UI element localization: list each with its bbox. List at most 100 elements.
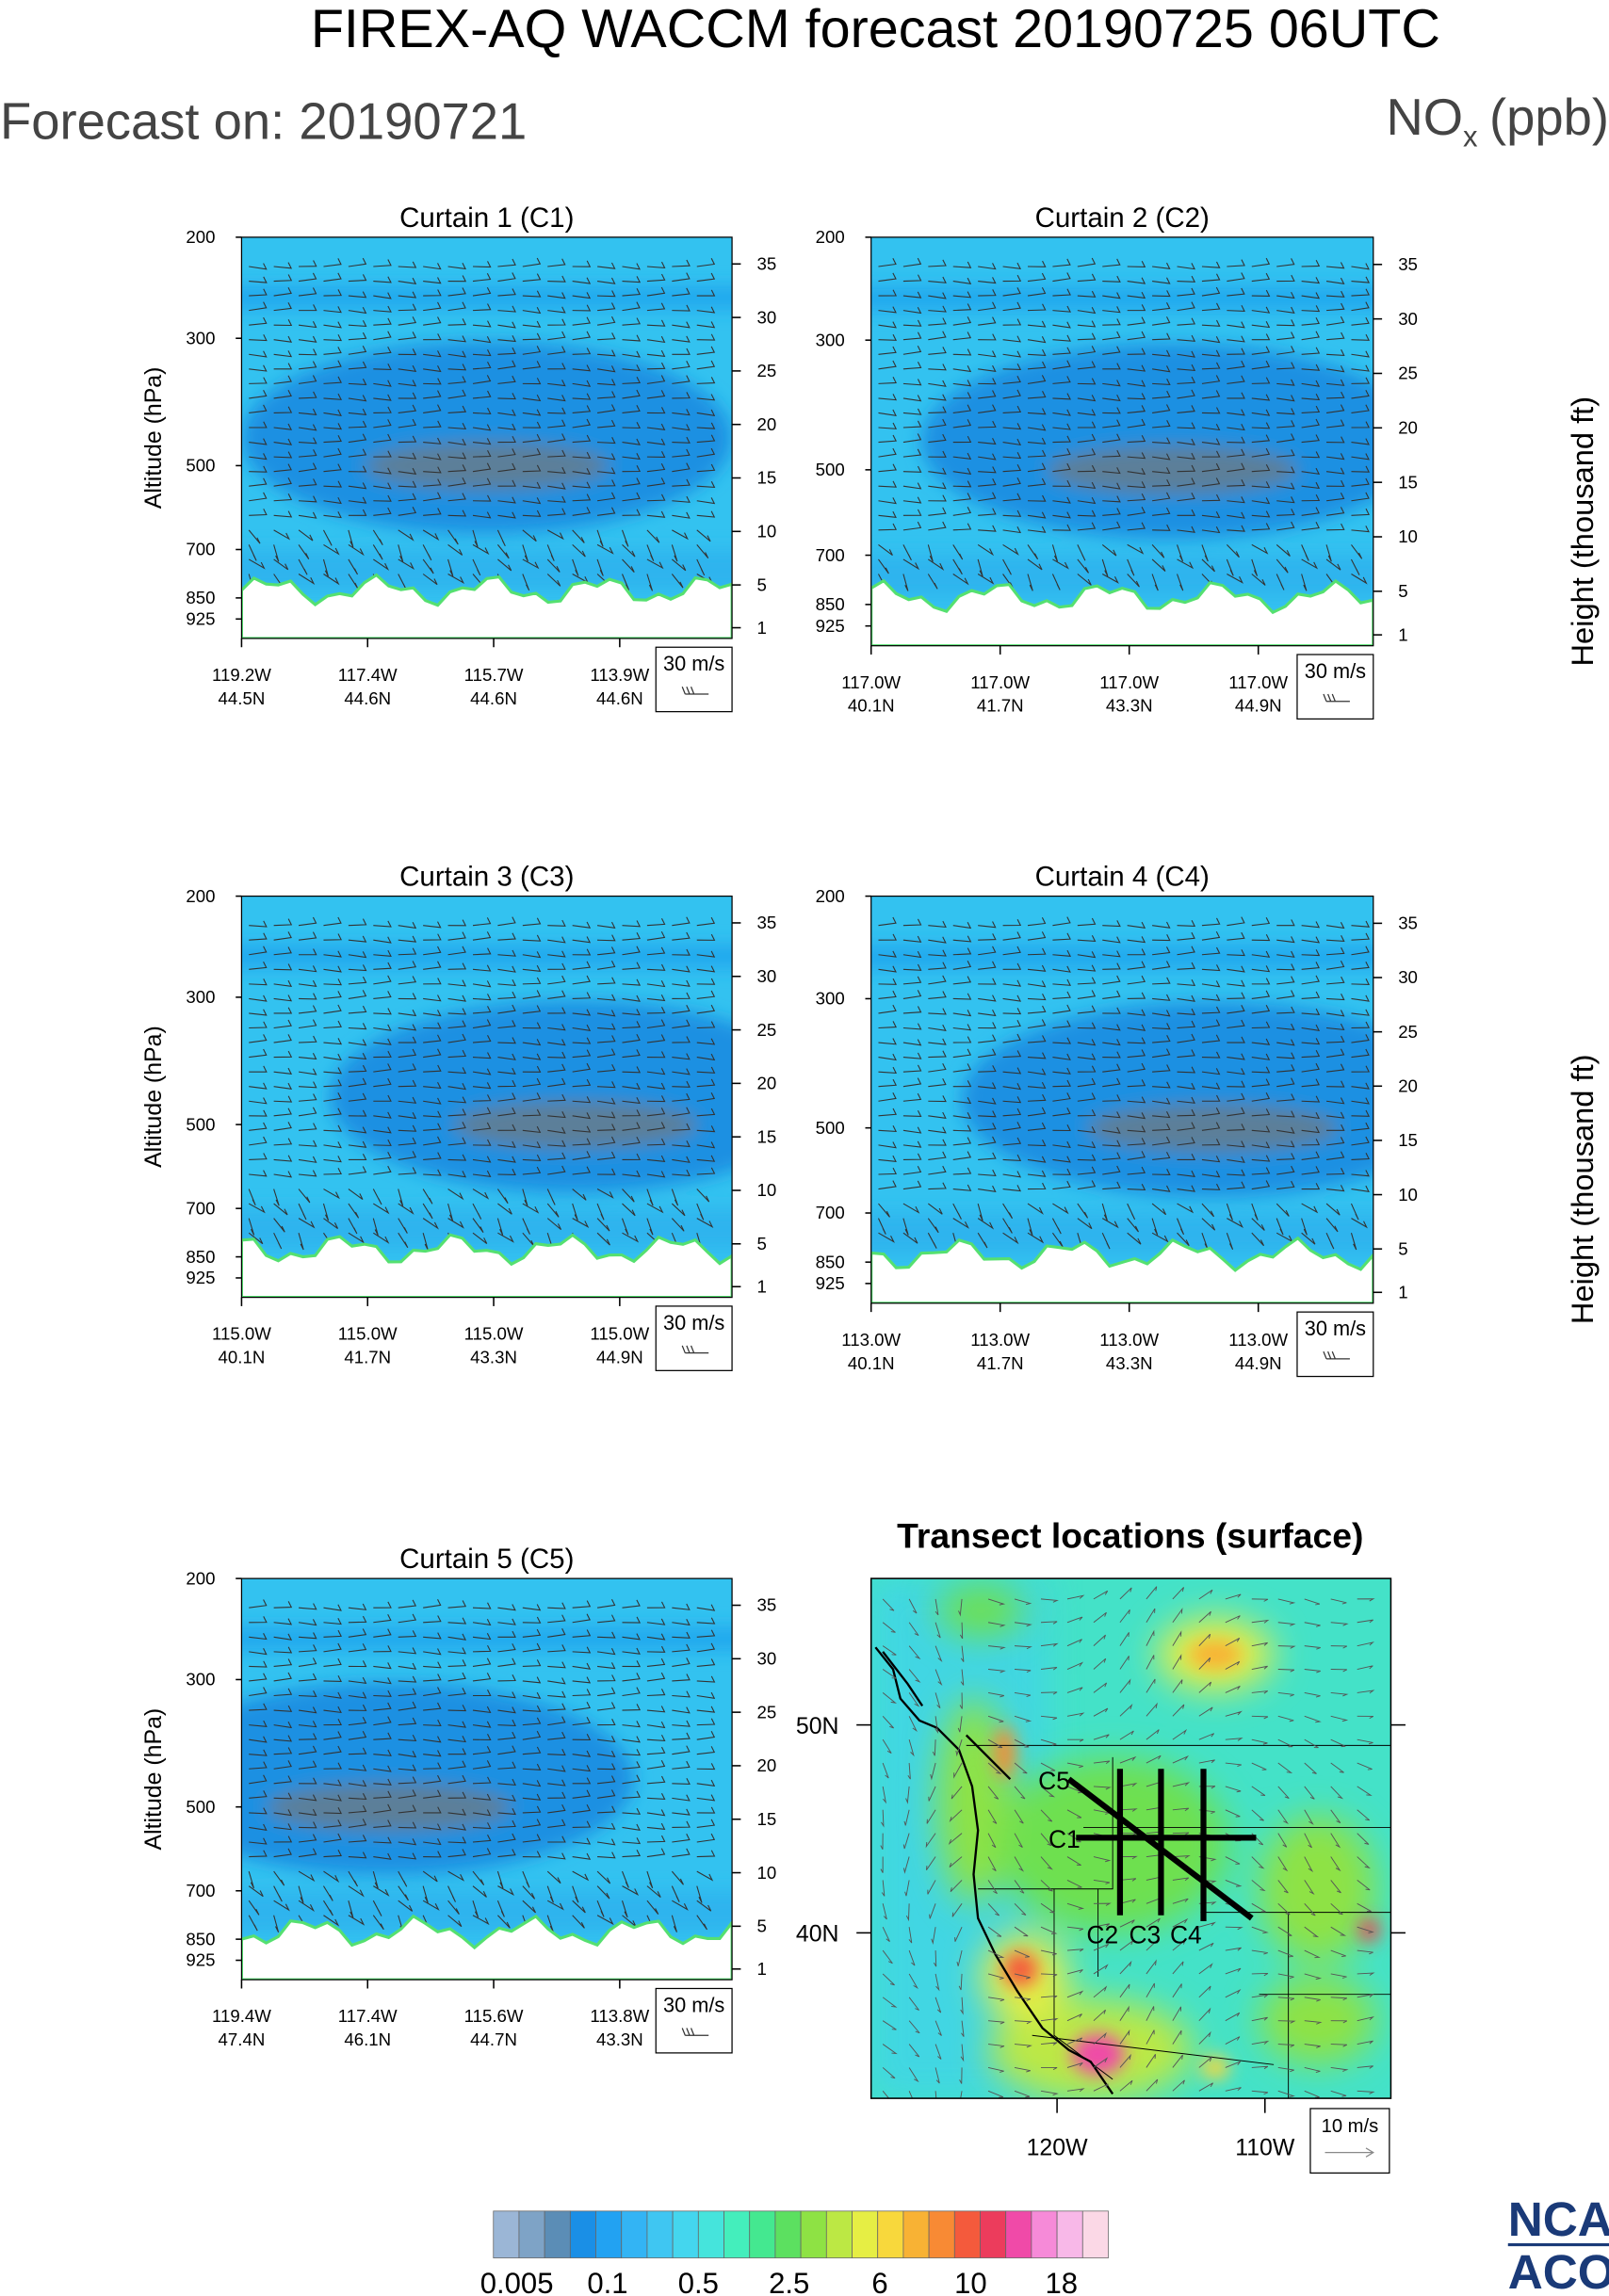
coastline <box>874 1646 1114 2095</box>
pressure-tick-label: 850 <box>186 1247 215 1267</box>
colorbar-box <box>749 2210 776 2258</box>
height-tick-label: 20 <box>1398 1075 1418 1095</box>
colorbar-box <box>1031 2210 1058 2258</box>
pressure-tick-label: 700 <box>186 1881 215 1900</box>
colorbar-box <box>595 2210 623 2258</box>
colorbar-box <box>518 2210 545 2258</box>
lon-label: 110W <box>1235 2135 1295 2161</box>
colorbar-box <box>877 2210 904 2258</box>
units: (ppb) <box>1489 89 1609 146</box>
colorbar-box <box>672 2210 699 2258</box>
panel-frame <box>240 1577 733 1981</box>
pressure-tick-label: 850 <box>816 594 845 614</box>
height-tick-label: 30 <box>1398 309 1418 329</box>
forecast-date: Forecast on: 20190721 <box>0 93 527 151</box>
x-tick-label: 43.3N <box>1106 696 1153 716</box>
panel-frame <box>870 895 1374 1304</box>
height-tick-label: 10 <box>756 1863 776 1883</box>
y2-axis-label: Height (thousand ft) <box>1565 1054 1600 1324</box>
height-tick-label: 35 <box>756 254 776 274</box>
x-tick-label: 117.4W <box>338 665 398 685</box>
height-tick-label: 5 <box>1398 581 1407 601</box>
x-tick-label: 119.4W <box>212 2006 271 2026</box>
x-tick-label: 117.0W <box>841 672 901 692</box>
pressure-tick-label: 500 <box>186 456 215 476</box>
colorbar-label: 0.1 <box>587 2267 627 2296</box>
x-tick-label: 117.0W <box>1099 672 1159 692</box>
wind-legend-box <box>1296 1311 1374 1378</box>
colorbar-box <box>646 2210 674 2258</box>
panel-title: Curtain 1 (C1) <box>399 202 574 234</box>
height-tick-label: 25 <box>756 361 776 380</box>
field-bands <box>241 1626 733 1932</box>
x-tick-label: 40.1N <box>848 1353 895 1373</box>
map-arrows <box>880 1586 1375 2099</box>
ground <box>241 1914 733 1981</box>
pressure-tick-label: 500 <box>816 460 845 479</box>
colorbar: 0.005 0.1 0.5 2.5 6 10 18 <box>480 2210 1109 2296</box>
colorbar-box <box>569 2210 596 2258</box>
height-tick-label: 1 <box>1398 624 1407 644</box>
field-band <box>241 944 733 969</box>
pressure-tick-label: 925 <box>186 1950 215 1970</box>
pressure-tick-label: 500 <box>186 1114 215 1134</box>
x-tick-label: 47.4N <box>219 2029 266 2049</box>
wind-legend-barb <box>1323 693 1350 703</box>
pressure-tick-label: 200 <box>816 227 845 247</box>
x-tick-label: 44.7N <box>470 2029 517 2049</box>
height-tick-label: 30 <box>756 307 776 327</box>
colorbar-box <box>723 2210 751 2258</box>
pressure-tick-label: 200 <box>186 1568 215 1588</box>
x-tick-label: 113.0W <box>841 1330 901 1350</box>
map-wind-legend-arrow <box>1325 2147 1374 2158</box>
height-tick-label: 30 <box>1398 967 1418 987</box>
colorbar-box <box>1056 2210 1083 2258</box>
pressure-tick-label: 850 <box>186 588 215 607</box>
height-tick-label: 1 <box>756 1959 766 1979</box>
colorbar-box <box>1005 2210 1032 2258</box>
colorbar-box <box>774 2210 802 2258</box>
height-tick-label: 1 <box>756 618 766 638</box>
panel-title: Curtain 4 (C4) <box>1035 862 1210 893</box>
panel-frame <box>240 236 733 639</box>
colorbar-label: 0.5 <box>678 2267 719 2296</box>
panel-frame <box>870 236 1374 647</box>
x-tick-label: 117.0W <box>970 672 1030 692</box>
height-tick-label: 20 <box>1398 418 1418 438</box>
height-tick-label: 5 <box>756 1234 766 1253</box>
field-core <box>364 442 609 491</box>
wind-legend-barb <box>1323 1350 1350 1360</box>
x-tick-label: 46.1N <box>344 2029 391 2049</box>
lat-label: 40N <box>796 1921 839 1948</box>
x-tick-label: 43.3N <box>470 1348 517 1367</box>
x-tick-label: 44.6N <box>470 688 517 708</box>
x-tick-label: 41.7N <box>977 1353 1024 1373</box>
wind-legend-box <box>1296 654 1374 720</box>
x-tick-label: 113.0W <box>1228 1330 1288 1350</box>
panel-title: Curtain 2 (C2) <box>1035 202 1210 234</box>
map-title: Transect locations (surface) <box>897 1515 1363 1555</box>
field-low <box>870 1213 1373 1254</box>
height-tick-label: 35 <box>1398 914 1418 933</box>
x-tick-label: 44.9N <box>1235 1353 1282 1373</box>
height-tick-label: 20 <box>756 414 776 434</box>
x-tick-label: 41.7N <box>344 1348 391 1367</box>
pressure-tick-label: 500 <box>816 1118 845 1138</box>
species-subscript: x <box>1463 120 1478 153</box>
height-tick-label: 10 <box>1398 1185 1418 1205</box>
height-tick-label: 15 <box>1398 472 1418 492</box>
transect-lines <box>1066 1769 1257 1921</box>
height-tick-label: 35 <box>1398 254 1418 274</box>
pressure-tick-label: 850 <box>186 1929 215 1948</box>
pressure-tick-label: 300 <box>816 989 845 1009</box>
ground <box>241 1233 733 1298</box>
x-tick-label: 113.9W <box>590 665 649 685</box>
pressure-tick-label: 700 <box>816 545 845 565</box>
x-tick-label: 113.8W <box>590 2006 649 2026</box>
map-axis-labels: 50N 40N 120W 110W <box>796 1713 1406 2161</box>
wind-legend-barb <box>681 1345 709 1354</box>
colorbar-box <box>697 2210 724 2258</box>
